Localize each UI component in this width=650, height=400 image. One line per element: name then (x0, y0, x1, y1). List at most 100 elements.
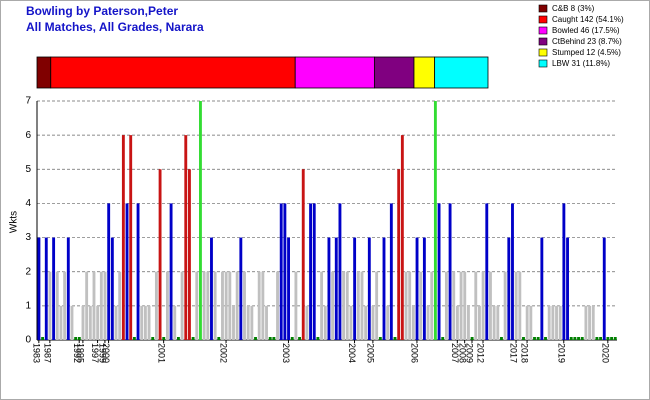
legend-swatch (538, 15, 548, 24)
bar (206, 271, 210, 340)
y-tick-label: 3 (25, 232, 31, 243)
bar (382, 237, 386, 340)
bar (518, 271, 522, 340)
bar (481, 271, 485, 340)
bar (224, 271, 228, 340)
bar (41, 337, 45, 340)
bar (525, 305, 529, 340)
dismissal-segment (413, 56, 436, 89)
bar (463, 271, 467, 340)
bar (154, 271, 158, 340)
bar (580, 337, 584, 340)
bar (466, 305, 470, 340)
x-tick-label: 2017 (509, 343, 519, 363)
bar (305, 305, 309, 340)
bar (349, 305, 353, 340)
bar (239, 237, 243, 340)
chart-title: Bowling by Paterson,Peter (26, 4, 178, 18)
bar (143, 305, 147, 340)
bar (433, 101, 437, 340)
bar (129, 135, 133, 340)
y-tick-label: 6 (25, 130, 31, 141)
y-tick-label: 2 (25, 266, 31, 277)
bar (595, 337, 599, 340)
bar (66, 237, 70, 340)
bar (55, 271, 59, 340)
bar (492, 305, 496, 340)
bar (591, 305, 595, 340)
bar (547, 305, 551, 340)
bar (551, 305, 555, 340)
bar (320, 271, 324, 340)
bar (74, 337, 78, 340)
bar (232, 305, 235, 340)
bar (610, 337, 614, 340)
bar (158, 169, 162, 340)
bar (118, 271, 122, 340)
x-tick-label: 1987 (42, 343, 52, 363)
bar (496, 305, 500, 340)
bar (334, 237, 338, 340)
bar (599, 337, 603, 340)
bar (613, 337, 617, 340)
bar (345, 271, 349, 340)
x-tick-label: 2003 (281, 343, 291, 363)
legend-swatch (538, 59, 548, 68)
bar (250, 305, 254, 340)
bar (92, 271, 96, 340)
bar (59, 305, 63, 340)
bar (265, 305, 268, 340)
bar (544, 337, 547, 340)
bar (63, 271, 67, 340)
bar (323, 305, 327, 340)
bar (37, 237, 41, 340)
bar (221, 271, 224, 340)
bar (422, 237, 426, 340)
bar (327, 237, 331, 340)
bar (162, 337, 166, 340)
legend-label: Stumped 12 (4.5%) (552, 48, 621, 57)
bar (279, 203, 283, 340)
bar (165, 271, 169, 340)
x-tick-label: 2019 (556, 343, 566, 363)
bar (85, 271, 89, 340)
bar (558, 305, 562, 340)
bar (441, 337, 445, 340)
bar (452, 271, 456, 340)
bar (210, 237, 213, 340)
bar (455, 305, 459, 340)
bar (272, 337, 276, 340)
bar (562, 203, 566, 340)
bar (573, 337, 577, 340)
bar (103, 271, 107, 340)
bar (52, 237, 56, 340)
x-tick-label: 1992 (72, 343, 82, 363)
legend-label: Bowled 46 (17.5%) (552, 26, 620, 35)
bar (356, 271, 360, 340)
bar (360, 271, 364, 340)
bar (342, 271, 346, 340)
legend-label: Caught 142 (54.1%) (552, 15, 624, 24)
bar (235, 271, 239, 340)
bar (195, 271, 199, 340)
bar (276, 271, 279, 340)
bar (489, 271, 492, 340)
bar (312, 203, 316, 340)
bar (444, 271, 448, 340)
x-tick-label: 2012 (476, 343, 486, 363)
dismissal-segment (294, 56, 375, 89)
bar (316, 337, 320, 340)
bar (298, 337, 302, 340)
x-tick-label: 2018 (520, 343, 530, 363)
bar (243, 271, 246, 340)
x-tick-label: 2009 (465, 343, 475, 363)
legend-swatch (538, 37, 548, 46)
dismissal-segment (373, 56, 415, 89)
bar (514, 271, 518, 340)
x-tick-label: 2005 (366, 343, 376, 363)
bar (588, 305, 592, 340)
bar (88, 305, 92, 340)
bar (294, 271, 298, 340)
bar (404, 271, 408, 340)
bar (199, 101, 202, 340)
